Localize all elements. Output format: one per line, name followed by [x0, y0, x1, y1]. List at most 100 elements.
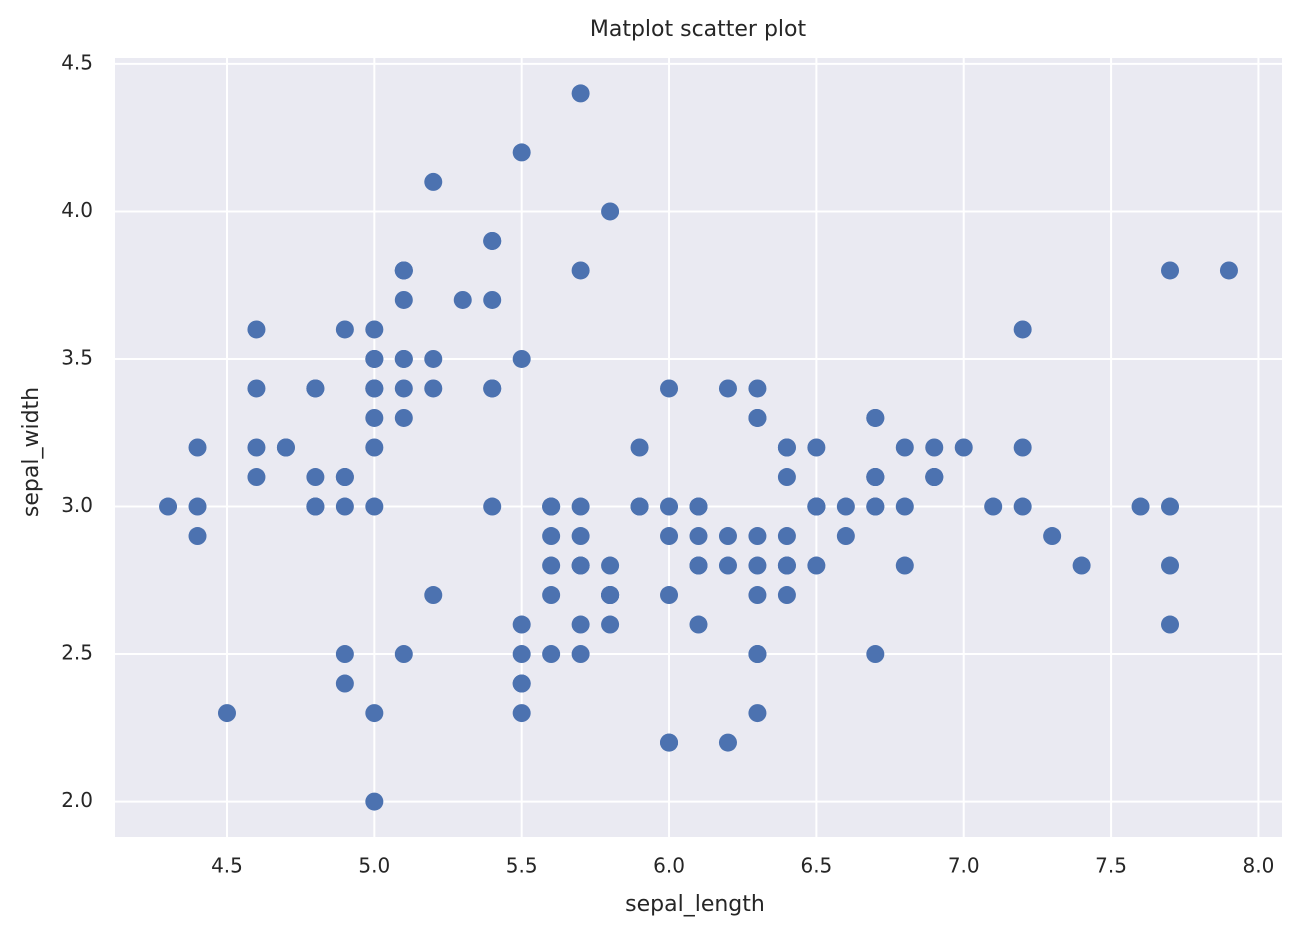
point: [777, 556, 796, 575]
point: [954, 438, 973, 457]
point: [1161, 261, 1180, 280]
point: [512, 674, 531, 693]
point: [630, 497, 649, 516]
point: [335, 674, 354, 693]
point: [984, 497, 1003, 516]
point: [689, 527, 708, 546]
x-tick-label: 6.0: [653, 854, 685, 878]
point: [630, 438, 649, 457]
point: [748, 645, 767, 664]
point: [748, 704, 767, 723]
point: [483, 379, 502, 398]
point: [601, 202, 620, 221]
point: [748, 379, 767, 398]
x-tick-label: 5.0: [358, 854, 390, 878]
point: [483, 231, 502, 250]
point: [247, 379, 266, 398]
point: [1013, 497, 1032, 516]
point: [925, 468, 944, 487]
point: [748, 408, 767, 427]
point: [365, 349, 384, 368]
point: [807, 497, 826, 516]
point: [601, 615, 620, 634]
point: [660, 379, 679, 398]
point: [571, 556, 590, 575]
point: [394, 645, 413, 664]
point: [394, 408, 413, 427]
point: [542, 645, 561, 664]
point: [512, 143, 531, 162]
point: [571, 261, 590, 280]
point: [807, 556, 826, 575]
point: [512, 349, 531, 368]
point: [660, 733, 679, 752]
point: [365, 704, 384, 723]
point: [1072, 556, 1091, 575]
point: [365, 408, 384, 427]
point: [571, 645, 590, 664]
point: [1219, 261, 1238, 280]
point: [247, 320, 266, 339]
point: [718, 527, 737, 546]
y-axis-label: sepal_width: [19, 387, 44, 517]
point: [660, 586, 679, 605]
point: [571, 615, 590, 634]
point: [542, 586, 561, 605]
point: [777, 468, 796, 487]
x-axis-label: sepal_length: [625, 892, 765, 917]
point: [365, 792, 384, 811]
point: [335, 497, 354, 516]
point: [660, 497, 679, 516]
y-tick-label: 3.0: [61, 493, 93, 517]
point: [689, 615, 708, 634]
point: [689, 556, 708, 575]
y-tick-label: 2.0: [61, 788, 93, 812]
point: [777, 527, 796, 546]
point: [866, 497, 885, 516]
point: [895, 497, 914, 516]
point: [1013, 320, 1032, 339]
point: [718, 379, 737, 398]
point: [925, 438, 944, 457]
point: [306, 468, 325, 487]
point: [306, 379, 325, 398]
point: [483, 497, 502, 516]
point: [453, 290, 472, 309]
y-tick-label: 4.5: [61, 50, 93, 74]
point: [394, 379, 413, 398]
x-tick-label: 4.5: [211, 854, 243, 878]
point: [365, 497, 384, 516]
point: [836, 497, 855, 516]
point: [1161, 556, 1180, 575]
point: [365, 438, 384, 457]
point: [394, 290, 413, 309]
point: [866, 408, 885, 427]
point: [542, 497, 561, 516]
point: [335, 320, 354, 339]
point: [748, 527, 767, 546]
point: [748, 586, 767, 605]
point: [718, 733, 737, 752]
point: [247, 468, 266, 487]
point: [188, 497, 207, 516]
point: [542, 527, 561, 546]
point: [601, 586, 620, 605]
point: [306, 497, 325, 516]
point: [424, 349, 443, 368]
point: [807, 438, 826, 457]
point: [542, 556, 561, 575]
point: [188, 438, 207, 457]
point: [571, 497, 590, 516]
point: [660, 527, 679, 546]
point: [424, 586, 443, 605]
point: [1131, 497, 1150, 516]
x-tick-label: 6.5: [800, 854, 832, 878]
point: [394, 261, 413, 280]
point: [335, 645, 354, 664]
point: [601, 556, 620, 575]
point: [1043, 527, 1062, 546]
point: [689, 497, 708, 516]
point: [866, 468, 885, 487]
point: [424, 172, 443, 191]
